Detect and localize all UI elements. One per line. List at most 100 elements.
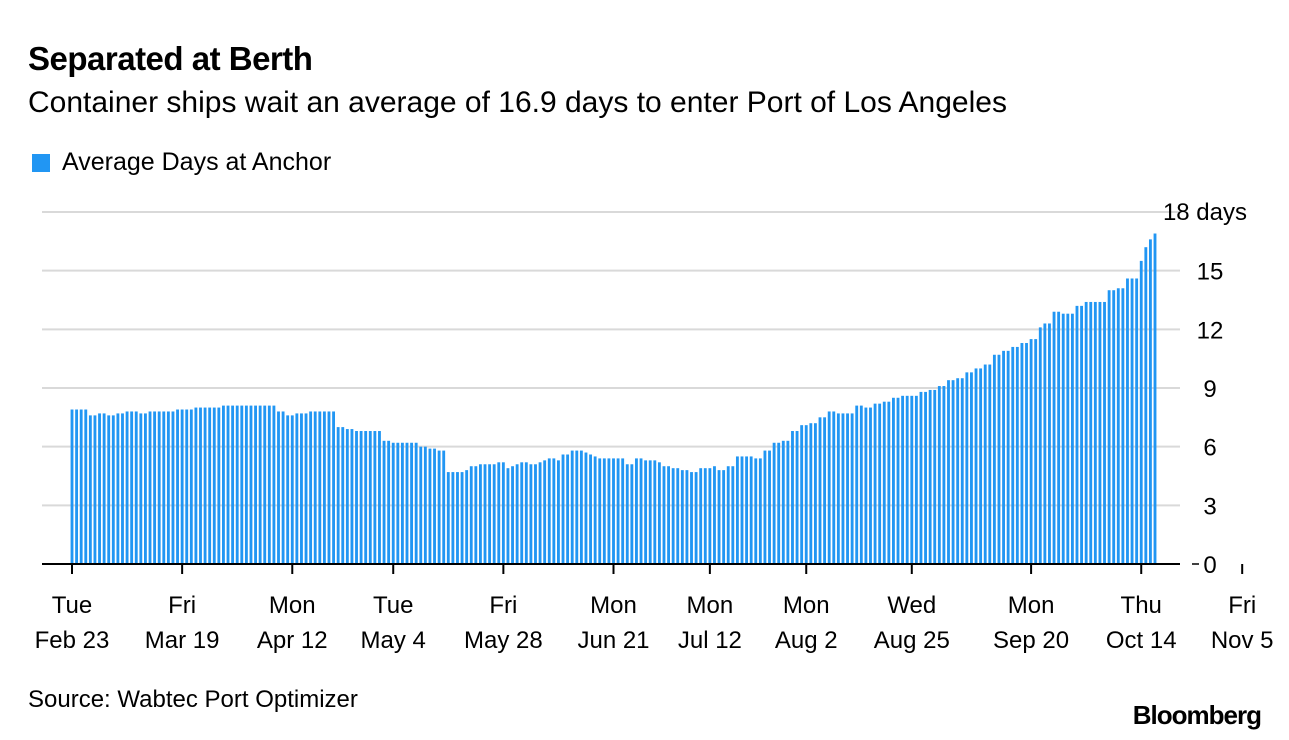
bar bbox=[735, 456, 739, 564]
bar bbox=[598, 458, 602, 564]
bar bbox=[355, 431, 358, 564]
bar bbox=[942, 386, 946, 564]
bar bbox=[1075, 305, 1079, 564]
chart-title: Separated at Berth bbox=[28, 40, 313, 77]
bar bbox=[630, 464, 634, 564]
x-tick-day-label: Fri bbox=[1228, 592, 1256, 619]
bar bbox=[84, 409, 88, 564]
bar bbox=[543, 460, 547, 564]
x-tick-date-label: Aug 2 bbox=[775, 627, 838, 654]
bar bbox=[722, 470, 726, 564]
bar bbox=[474, 466, 478, 564]
bar bbox=[180, 409, 184, 564]
x-tick-day-label: Mon bbox=[1008, 592, 1055, 619]
bar bbox=[1103, 301, 1106, 564]
bar bbox=[575, 450, 579, 564]
bar bbox=[864, 407, 868, 564]
bar bbox=[694, 472, 698, 564]
bar bbox=[157, 411, 161, 564]
x-tick-day-label: Fri bbox=[489, 592, 517, 619]
bar bbox=[951, 380, 955, 564]
bar bbox=[1043, 323, 1047, 564]
bar bbox=[680, 470, 684, 564]
bar bbox=[749, 456, 753, 564]
bar bbox=[511, 466, 514, 564]
bar bbox=[965, 372, 969, 564]
bar bbox=[1135, 278, 1139, 564]
bar bbox=[905, 395, 909, 564]
x-tick-day-label: Tue bbox=[52, 592, 92, 619]
bar bbox=[933, 389, 937, 564]
bar bbox=[469, 466, 473, 564]
bar bbox=[804, 425, 808, 564]
bar bbox=[350, 429, 354, 564]
bar bbox=[93, 415, 97, 564]
legend-swatch bbox=[32, 153, 50, 172]
bar bbox=[1126, 278, 1129, 564]
bar bbox=[813, 423, 817, 564]
x-tick-date-label: Nov 5 bbox=[1211, 627, 1274, 654]
bar bbox=[855, 405, 859, 564]
bar bbox=[795, 431, 799, 564]
bar bbox=[1153, 233, 1157, 564]
bar bbox=[827, 411, 831, 564]
bar bbox=[130, 411, 134, 564]
bar bbox=[208, 407, 212, 564]
x-tick-date-label: Mar 19 bbox=[145, 627, 220, 654]
bar bbox=[846, 413, 849, 564]
bar bbox=[116, 413, 120, 564]
bar bbox=[327, 411, 331, 564]
bar bbox=[703, 468, 707, 564]
bar bbox=[446, 472, 450, 564]
bar bbox=[497, 462, 501, 564]
bar bbox=[410, 442, 414, 564]
bar bbox=[956, 378, 960, 564]
bar bbox=[602, 458, 606, 564]
bar bbox=[1034, 339, 1038, 564]
bar bbox=[529, 464, 533, 564]
bar bbox=[639, 458, 643, 564]
chart-subtitle: Container ships wait an average of 16.9 … bbox=[28, 86, 1007, 119]
bar bbox=[345, 429, 349, 564]
bar bbox=[199, 407, 202, 564]
bar bbox=[974, 368, 978, 564]
bar bbox=[148, 411, 152, 564]
bar bbox=[1112, 290, 1116, 564]
legend-label: Average Days at Anchor bbox=[62, 148, 332, 176]
x-tick-date-label: Aug 25 bbox=[874, 627, 950, 654]
bar bbox=[635, 458, 638, 564]
y-tick-label: 3 bbox=[1203, 493, 1216, 520]
y-tick-label: 18 days bbox=[1163, 199, 1247, 226]
bar bbox=[731, 466, 735, 564]
bar bbox=[300, 413, 303, 564]
bar bbox=[79, 409, 83, 564]
bar bbox=[979, 368, 983, 564]
bar bbox=[185, 409, 189, 564]
bar bbox=[254, 405, 257, 564]
bar bbox=[561, 454, 565, 564]
bar bbox=[1144, 247, 1148, 564]
bar bbox=[708, 468, 712, 564]
bar bbox=[226, 405, 230, 564]
bar bbox=[304, 413, 308, 564]
bar bbox=[414, 442, 418, 564]
bar bbox=[166, 411, 170, 564]
bar bbox=[836, 413, 840, 564]
bar bbox=[483, 464, 487, 564]
bar bbox=[162, 411, 166, 564]
bar bbox=[607, 458, 611, 564]
bar bbox=[947, 380, 950, 564]
bar bbox=[98, 413, 101, 564]
bar bbox=[552, 458, 556, 564]
bar bbox=[249, 405, 253, 564]
bar bbox=[212, 407, 216, 564]
bar bbox=[134, 411, 138, 564]
bar bbox=[584, 452, 588, 564]
bar bbox=[102, 413, 106, 564]
bar bbox=[538, 462, 542, 564]
bar bbox=[359, 431, 363, 564]
x-tick-date-label: Feb 23 bbox=[35, 627, 110, 654]
bar bbox=[387, 440, 391, 564]
bar bbox=[570, 450, 574, 564]
bar bbox=[125, 411, 129, 564]
